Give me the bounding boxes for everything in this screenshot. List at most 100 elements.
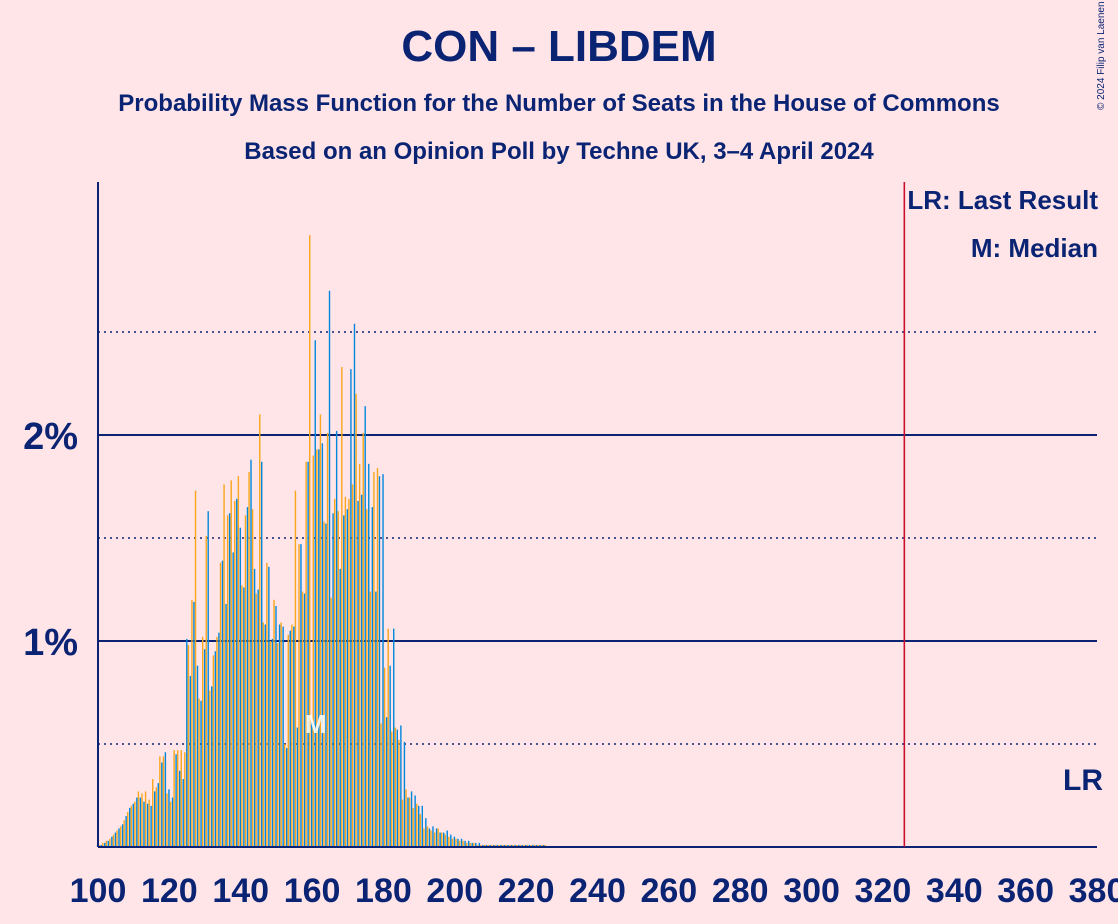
bar-con <box>514 844 516 847</box>
x-tick-label: 300 <box>783 872 840 910</box>
bar-con <box>143 801 145 847</box>
bar-libdem <box>212 655 215 847</box>
bar-libdem <box>176 750 179 847</box>
bar-con <box>289 630 291 847</box>
bar-con <box>489 844 491 847</box>
bar-con <box>303 593 306 847</box>
bar-con <box>257 589 259 847</box>
bar-libdem <box>380 723 382 847</box>
bar-libdem <box>162 756 165 847</box>
bar-libdem <box>237 476 240 847</box>
bar-libdem <box>287 634 289 847</box>
bar-con <box>132 803 134 847</box>
bar-libdem <box>244 515 247 847</box>
bar-con <box>153 791 156 847</box>
bar-libdem <box>262 622 265 847</box>
bar-libdem <box>294 490 297 847</box>
bar-con <box>532 844 534 847</box>
bar-libdem <box>498 844 500 847</box>
bar-libdem <box>508 844 511 847</box>
bar-con <box>375 591 377 847</box>
bar-libdem <box>505 844 507 847</box>
bar-con <box>400 725 402 847</box>
bar-libdem <box>187 645 190 847</box>
bar-con <box>296 727 299 847</box>
tick-labels: 1% 2% 100 120 140 160 180 200 220 240 260 280 300 320… <box>23 416 1118 910</box>
bar-libdem <box>401 799 404 847</box>
bar-libdem <box>255 593 257 847</box>
bar-con <box>403 741 406 847</box>
bar-libdem <box>130 805 133 847</box>
bar-con <box>246 507 249 847</box>
bar-libdem <box>305 461 307 847</box>
bar-libdem <box>530 844 532 847</box>
bar-libdem <box>512 844 514 847</box>
bar-con <box>136 797 138 847</box>
bars <box>96 235 546 847</box>
bar-con <box>421 805 423 847</box>
bar-libdem <box>316 449 318 847</box>
bar-libdem <box>298 544 300 847</box>
bar-libdem <box>494 844 496 847</box>
x-tick-label: 280 <box>712 872 769 910</box>
bar-libdem <box>219 562 222 847</box>
bar-con <box>146 803 149 847</box>
axes <box>97 182 1097 848</box>
bar-con <box>182 779 184 847</box>
bar-libdem <box>123 820 125 847</box>
bar-con <box>228 513 231 847</box>
bar-libdem <box>230 480 232 847</box>
bar-con <box>453 836 456 847</box>
bar-con <box>314 340 316 847</box>
bar-con <box>503 844 506 847</box>
bar-libdem <box>301 591 304 847</box>
bar-con <box>450 834 452 847</box>
bar-con <box>393 628 395 847</box>
x-tick-label: 160 <box>284 872 341 910</box>
bar-con <box>485 844 488 847</box>
bar-con <box>425 818 427 847</box>
bar-con <box>350 369 352 847</box>
bar-con <box>442 832 445 847</box>
x-tick-label: 100 <box>70 872 127 910</box>
bar-libdem <box>198 698 200 847</box>
bar-libdem <box>191 599 193 847</box>
bar-con <box>371 507 374 847</box>
bar-libdem <box>362 432 364 847</box>
bar-libdem <box>119 826 122 847</box>
bar-libdem <box>98 844 100 847</box>
bar-con <box>107 840 110 847</box>
bar-con <box>475 842 477 847</box>
bar-con <box>510 844 513 847</box>
bar-con <box>335 430 338 847</box>
bar-libdem <box>515 844 518 847</box>
bar-libdem <box>330 597 332 847</box>
bar-con <box>111 836 113 847</box>
bar-con <box>236 498 238 847</box>
bar-con <box>414 795 416 847</box>
y-tick-label: 2% <box>23 416 78 458</box>
bar-con <box>114 832 117 847</box>
x-tick-label: 240 <box>569 872 626 910</box>
bar-con <box>407 797 409 847</box>
chart-subtitle: Probability Mass Function for the Number… <box>118 90 1000 117</box>
bar-libdem <box>480 844 482 847</box>
bar-con <box>492 844 495 847</box>
bar-con <box>507 844 509 847</box>
bar-libdem <box>351 484 354 847</box>
bar-libdem <box>323 521 325 847</box>
bar-libdem <box>469 842 471 847</box>
bar-libdem <box>348 498 350 847</box>
bar-libdem <box>458 840 461 847</box>
bar-con <box>357 500 359 847</box>
bar-con <box>478 842 481 847</box>
bar-libdem <box>273 599 275 847</box>
bar-con <box>278 624 281 847</box>
bar-con <box>364 406 366 847</box>
bar-con <box>396 729 398 847</box>
bar-con <box>171 797 174 847</box>
bar-con <box>482 844 484 847</box>
bar-libdem <box>376 467 379 847</box>
bar-libdem <box>433 832 436 847</box>
bar-con <box>186 638 188 847</box>
